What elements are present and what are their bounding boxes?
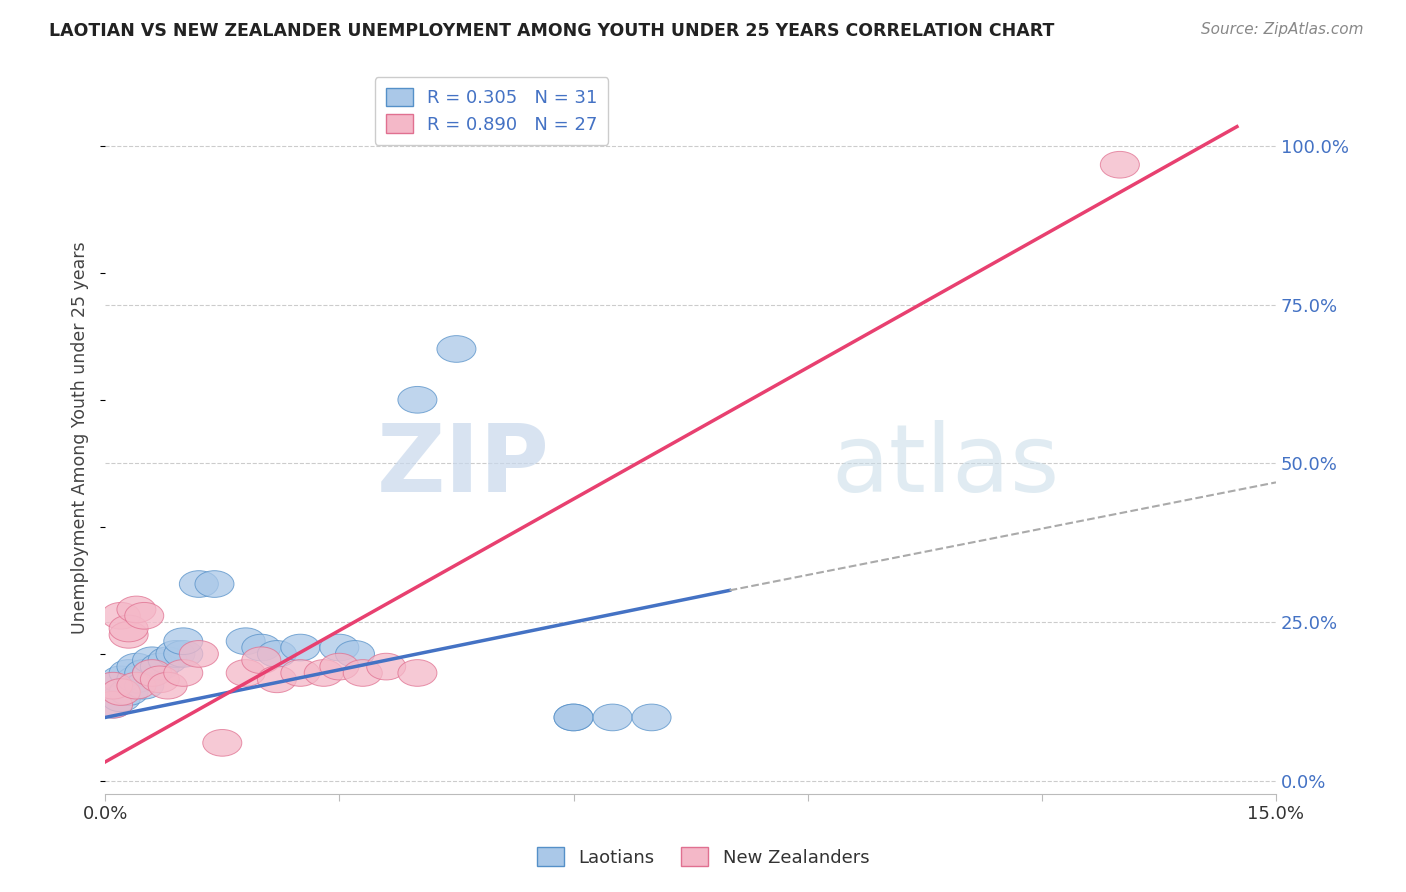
Ellipse shape [319,634,359,661]
Ellipse shape [163,640,202,667]
Ellipse shape [125,602,163,629]
Ellipse shape [101,666,141,693]
Ellipse shape [336,640,374,667]
Ellipse shape [163,628,202,655]
Text: LAOTIAN VS NEW ZEALANDER UNEMPLOYMENT AMONG YOUTH UNDER 25 YEARS CORRELATION CHA: LAOTIAN VS NEW ZEALANDER UNEMPLOYMENT AM… [49,22,1054,40]
Ellipse shape [180,571,218,598]
Ellipse shape [148,647,187,673]
Ellipse shape [94,691,132,718]
Ellipse shape [242,647,281,673]
Ellipse shape [117,596,156,623]
Ellipse shape [110,659,148,686]
Ellipse shape [156,640,195,667]
Ellipse shape [304,659,343,686]
Ellipse shape [593,704,633,731]
Ellipse shape [281,659,319,686]
Ellipse shape [94,673,132,699]
Ellipse shape [125,659,163,686]
Ellipse shape [163,659,202,686]
Ellipse shape [257,640,297,667]
Y-axis label: Unemployment Among Youth under 25 years: Unemployment Among Youth under 25 years [72,242,89,634]
Ellipse shape [195,571,233,598]
Ellipse shape [117,653,156,680]
Ellipse shape [367,653,406,680]
Ellipse shape [148,673,187,699]
Ellipse shape [110,615,148,642]
Ellipse shape [554,704,593,731]
Ellipse shape [141,666,180,693]
Ellipse shape [141,653,180,680]
Ellipse shape [132,659,172,686]
Ellipse shape [132,659,172,686]
Text: atlas: atlas [831,420,1059,512]
Ellipse shape [633,704,671,731]
Ellipse shape [94,691,132,718]
Ellipse shape [226,628,266,655]
Text: Source: ZipAtlas.com: Source: ZipAtlas.com [1201,22,1364,37]
Ellipse shape [343,659,382,686]
Ellipse shape [180,640,218,667]
Ellipse shape [1101,152,1139,178]
Ellipse shape [319,653,359,680]
Ellipse shape [281,634,319,661]
Ellipse shape [398,659,437,686]
Ellipse shape [125,673,163,699]
Ellipse shape [101,685,141,712]
Ellipse shape [117,666,156,693]
Ellipse shape [132,647,172,673]
Ellipse shape [554,704,593,731]
Ellipse shape [101,602,141,629]
Ellipse shape [117,673,156,699]
Ellipse shape [398,386,437,413]
Ellipse shape [110,622,148,648]
Legend: R = 0.305   N = 31, R = 0.890   N = 27: R = 0.305 N = 31, R = 0.890 N = 27 [375,77,609,145]
Ellipse shape [101,679,141,706]
Ellipse shape [202,730,242,756]
Ellipse shape [437,335,477,362]
Ellipse shape [110,679,148,706]
Ellipse shape [94,673,132,699]
Ellipse shape [226,659,266,686]
Ellipse shape [257,666,297,693]
Legend: Laotians, New Zealanders: Laotians, New Zealanders [529,840,877,874]
Text: ZIP: ZIP [377,420,550,512]
Ellipse shape [242,634,281,661]
